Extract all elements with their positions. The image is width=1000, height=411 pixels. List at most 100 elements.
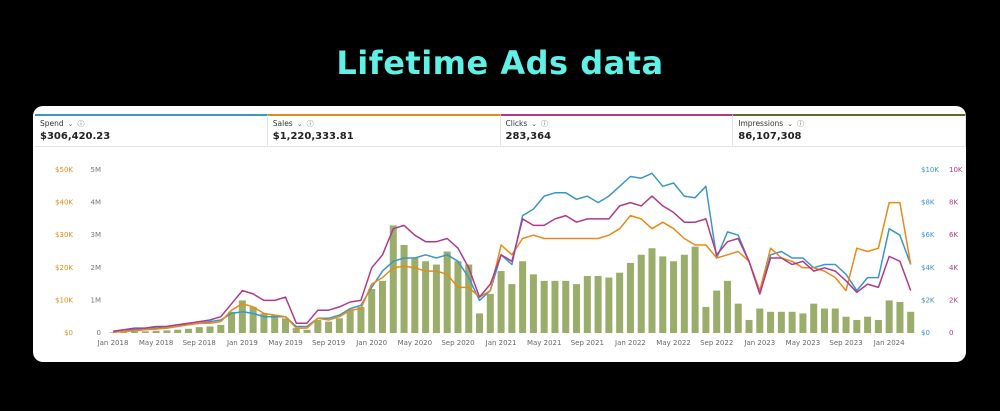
- line-spend: [112, 172, 912, 333]
- info-icon[interactable]: ⓘ: [797, 120, 805, 128]
- bar: [497, 271, 505, 333]
- metric-label: Impressions: [738, 119, 784, 128]
- bar: [314, 319, 322, 333]
- dropdown-icon[interactable]: ⌄: [296, 120, 303, 128]
- metric-value: 86,107,308: [738, 131, 802, 142]
- bar: [864, 316, 872, 333]
- bar: [206, 326, 214, 333]
- bar: [508, 284, 516, 333]
- metric-label: Spend: [40, 119, 64, 128]
- chart: $0 $10K $20K $30K $40K $50K 0 1M 2M 3M 4M 5M $0 $2K $4…: [55, 166, 963, 347]
- bar: [184, 328, 192, 333]
- bar: [325, 321, 333, 333]
- y-tick-label: $2K: [921, 296, 935, 304]
- x-tick-label: May 2018: [139, 339, 174, 347]
- bar: [637, 254, 645, 333]
- y-tick-label: 2M: [91, 264, 102, 272]
- bar: [238, 300, 246, 333]
- x-tick-label: Sep 2018: [183, 339, 216, 347]
- dropdown-icon[interactable]: ⌄: [787, 120, 794, 128]
- metric[interactable]: Spend ⌄ ⓘ $306,420.23: [35, 114, 268, 146]
- y-tick-label: 6K: [949, 231, 958, 239]
- info-icon[interactable]: ⓘ: [77, 120, 85, 128]
- y-tick-label: $50K: [55, 166, 73, 174]
- x-tick-label: Jan 2024: [873, 339, 905, 347]
- bar: [400, 244, 408, 333]
- bar: [217, 324, 225, 333]
- y-tick-label: $0: [921, 329, 930, 337]
- metric-header: Sales ⌄ ⓘ: [273, 119, 495, 129]
- y-tick-label: 0: [97, 329, 101, 337]
- bar: [896, 302, 904, 333]
- bar: [885, 300, 893, 333]
- x-tick-label: Sep 2020: [441, 339, 474, 347]
- info-icon[interactable]: ⓘ: [306, 120, 314, 128]
- info-icon[interactable]: ⓘ: [541, 120, 549, 128]
- bar: [281, 318, 289, 333]
- bar: [368, 288, 376, 333]
- bar: [432, 264, 440, 333]
- bar: [648, 248, 656, 333]
- bar: [529, 274, 537, 333]
- bar: [163, 330, 171, 333]
- metric-header: Impressions ⌄ ⓘ: [738, 119, 960, 129]
- metric[interactable]: Impressions ⌄ ⓘ 86,107,308: [733, 114, 966, 146]
- bar: [174, 329, 182, 333]
- bar: [141, 331, 149, 333]
- bar: [734, 303, 742, 333]
- metric[interactable]: Sales ⌄ ⓘ $1,220,333.81: [267, 114, 501, 146]
- y-tick-label: $6K: [921, 231, 935, 239]
- bar: [228, 311, 236, 333]
- bar: [680, 254, 688, 333]
- bar: [777, 311, 785, 333]
- dropdown-icon[interactable]: ⌄: [531, 120, 538, 128]
- bar: [723, 280, 731, 333]
- y-tick-label: 4K: [949, 264, 958, 272]
- y-tick-label: $30K: [55, 231, 73, 239]
- ads-card: $0 $10K $20K $30K $40K $50K 0 1M 2M 3M 4M 5M $0 $2K $4…: [33, 106, 966, 362]
- bar: [109, 332, 117, 333]
- line-sales: [112, 201, 912, 334]
- bar: [357, 306, 365, 333]
- metric-label: Clicks: [505, 119, 528, 128]
- y-tick-label: $40K: [55, 199, 73, 207]
- x-tick-label: Jan 2019: [226, 339, 258, 347]
- y-tick-label: 10K: [949, 166, 963, 174]
- y-tick-label: $10K: [55, 296, 73, 304]
- y-tick-label: 0: [949, 329, 953, 337]
- bar: [422, 261, 430, 333]
- x-tick-label: Jan 2021: [485, 339, 517, 347]
- bar: [249, 306, 257, 333]
- metric[interactable]: Clicks ⌄ ⓘ 283,364: [500, 114, 734, 146]
- bar: [152, 330, 160, 333]
- bar: [670, 261, 678, 333]
- bar: [292, 328, 300, 333]
- bar: [551, 280, 559, 333]
- y-tick-label: 3M: [91, 231, 102, 239]
- bar: [335, 318, 343, 333]
- bar: [745, 319, 753, 333]
- bar: [659, 256, 667, 333]
- metric-header: Clicks ⌄ ⓘ: [506, 119, 728, 129]
- bar: [831, 308, 839, 333]
- bar: [702, 306, 710, 333]
- bar: [767, 311, 775, 333]
- bar: [820, 308, 828, 333]
- y-tick-label: $20K: [55, 264, 73, 272]
- bar: [842, 316, 850, 333]
- bar: [756, 308, 764, 333]
- x-tick-label: May 2020: [398, 339, 433, 347]
- line-clicks: [112, 195, 912, 333]
- bar: [389, 225, 397, 333]
- page-title: Lifetime Ads data: [336, 44, 664, 82]
- bar: [562, 280, 570, 333]
- x-tick-label: May 2022: [656, 339, 691, 347]
- bar: [583, 275, 591, 333]
- y-tick-label: 8K: [949, 199, 958, 207]
- dropdown-icon[interactable]: ⌄: [67, 120, 74, 128]
- y-tick-label: 2K: [949, 296, 958, 304]
- x-tick-label: Jan 2022: [614, 339, 646, 347]
- bar: [346, 310, 354, 333]
- x-tick-label: May 2021: [527, 339, 562, 347]
